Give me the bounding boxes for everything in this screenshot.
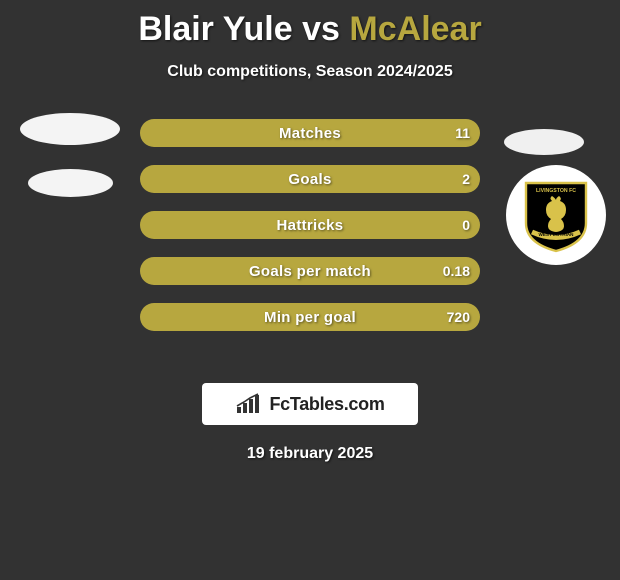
stat-label: Min per goal (140, 303, 480, 331)
stat-right-value: 2 (462, 165, 470, 193)
brand-logo[interactable]: FcTables.com (202, 383, 418, 425)
stat-label: Matches (140, 119, 480, 147)
shield-icon: LIVINGSTON FC WEST LOTHIAN (522, 177, 590, 253)
brand-name: FcTables.com (269, 394, 384, 415)
avatar-placeholder-1 (20, 113, 120, 145)
avatar-placeholder-2 (28, 169, 113, 197)
chart-icon (235, 393, 263, 415)
badge-top-text: LIVINGSTON FC (536, 188, 576, 194)
stat-right-value: 0 (462, 211, 470, 239)
vs-label: vs (302, 10, 340, 48)
stat-label: Goals per match (140, 257, 480, 285)
badge-bottom-text: WEST LOTHIAN (539, 232, 575, 237)
right-badge-column: LIVINGSTON FC WEST LOTHIAN (506, 165, 606, 265)
comparison-stage: Matches 11 Goals 2 Hattricks 0 Goals per… (0, 119, 620, 379)
stat-label: Hattricks (140, 211, 480, 239)
stat-bar-gpm: Goals per match 0.18 (140, 257, 480, 285)
subtitle: Club competitions, Season 2024/2025 (0, 63, 620, 81)
club-badge: LIVINGSTON FC WEST LOTHIAN (506, 165, 606, 265)
date-label: 19 february 2025 (0, 445, 620, 463)
stat-bar-goals: Goals 2 (140, 165, 480, 193)
stat-label: Goals (140, 165, 480, 193)
stat-bars: Matches 11 Goals 2 Hattricks 0 Goals per… (140, 119, 480, 349)
stat-bar-mpg: Min per goal 720 (140, 303, 480, 331)
avatar-placeholder-3 (504, 129, 584, 155)
player2-name: McAlear (349, 10, 481, 48)
stat-right-value: 720 (447, 303, 470, 331)
page-title: Blair Yule vs McAlear (0, 0, 620, 49)
left-avatar-column (10, 119, 130, 215)
player1-name: Blair Yule (138, 10, 292, 48)
stat-bar-hattricks: Hattricks 0 (140, 211, 480, 239)
stat-right-value: 0.18 (443, 257, 470, 285)
stat-right-value: 11 (455, 119, 470, 147)
stat-bar-matches: Matches 11 (140, 119, 480, 147)
